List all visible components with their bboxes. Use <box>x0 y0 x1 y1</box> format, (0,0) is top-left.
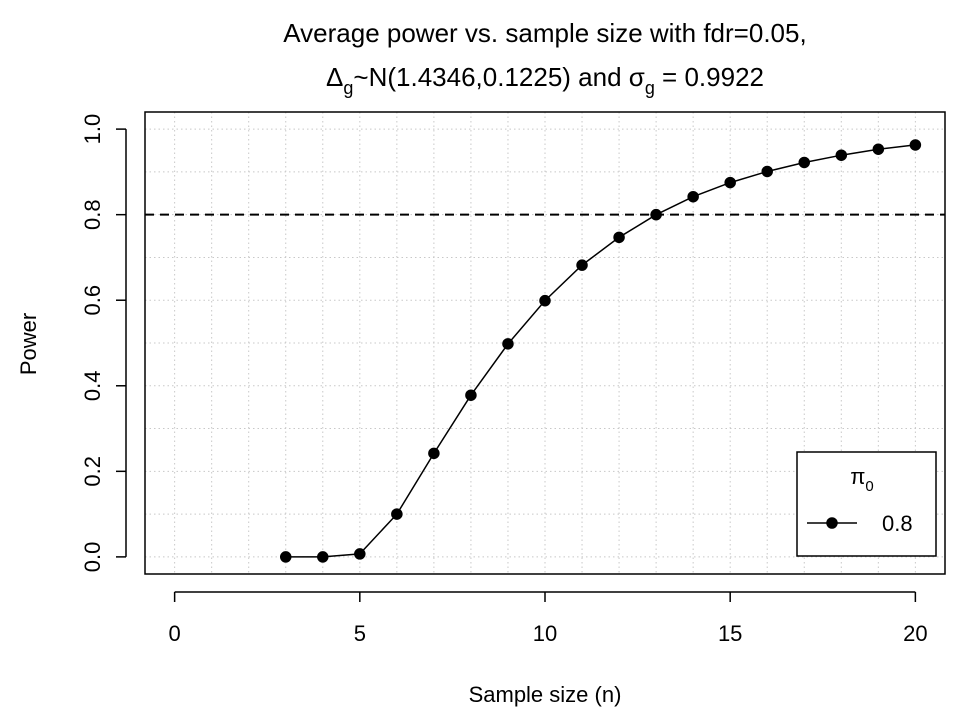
data-point <box>576 259 588 271</box>
title-sigma-sub: g <box>645 78 655 98</box>
y-axis-label: Power <box>16 313 41 375</box>
title-sigma: σ <box>629 62 645 92</box>
series-line <box>285 144 916 558</box>
plot-frame <box>144 111 946 575</box>
x-tick-label: 10 <box>533 621 557 646</box>
title-delta: Δ <box>326 62 343 92</box>
x-axis-label: Sample size (n) <box>469 682 622 707</box>
data-point <box>354 548 366 560</box>
x-tick-label: 20 <box>903 621 927 646</box>
data-point <box>391 508 403 520</box>
y-tick-label: 0.4 <box>80 371 105 402</box>
data-point <box>909 139 922 151</box>
data-point <box>539 294 551 307</box>
data-point <box>872 143 885 155</box>
legend-title-pi: π <box>850 464 865 489</box>
data-point <box>317 551 329 563</box>
y-tick-label: 1.0 <box>80 114 105 145</box>
data-point <box>761 165 773 178</box>
data-point <box>502 338 514 350</box>
data-point <box>613 231 625 244</box>
x-tick-label: 0 <box>169 621 181 646</box>
title-dist: ~N(1.4346,0.1225) and <box>353 62 628 92</box>
axes: 0 5 10 15 20 0.0 0.2 0.4 0.6 0.8 1.0 <box>80 114 928 646</box>
legend-title-sub: 0 <box>865 478 873 495</box>
x-tick-label: 15 <box>718 621 742 646</box>
data-point <box>279 551 292 563</box>
chart-title-line1: Average power vs. sample size with fdr=0… <box>283 18 806 48</box>
data-point <box>798 156 811 169</box>
legend-box <box>796 451 937 557</box>
y-tick-label: 0.0 <box>80 542 105 573</box>
legend: π0 0.8 <box>796 451 937 557</box>
data-point <box>835 149 848 161</box>
y-tick-label: 0.2 <box>80 456 105 487</box>
data-point <box>687 190 699 203</box>
y-tick-label: 0.8 <box>80 199 105 230</box>
data-point <box>724 176 736 189</box>
data-point <box>650 208 662 221</box>
series-layer <box>279 139 922 563</box>
title-sigma-value: = 0.9922 <box>655 62 764 92</box>
legend-entry-label: 0.8 <box>882 511 913 536</box>
legend-marker-swatch <box>826 517 838 529</box>
data-point <box>428 447 440 460</box>
data-point <box>465 389 477 401</box>
legend-title: π0 <box>850 464 874 495</box>
title-delta-sub: g <box>343 78 353 98</box>
y-tick-label: 0.6 <box>80 285 105 316</box>
chart-title-line2: Δg~N(1.4346,0.1225) and σg = 0.9922 <box>326 62 764 98</box>
x-tick-label: 5 <box>354 621 366 646</box>
